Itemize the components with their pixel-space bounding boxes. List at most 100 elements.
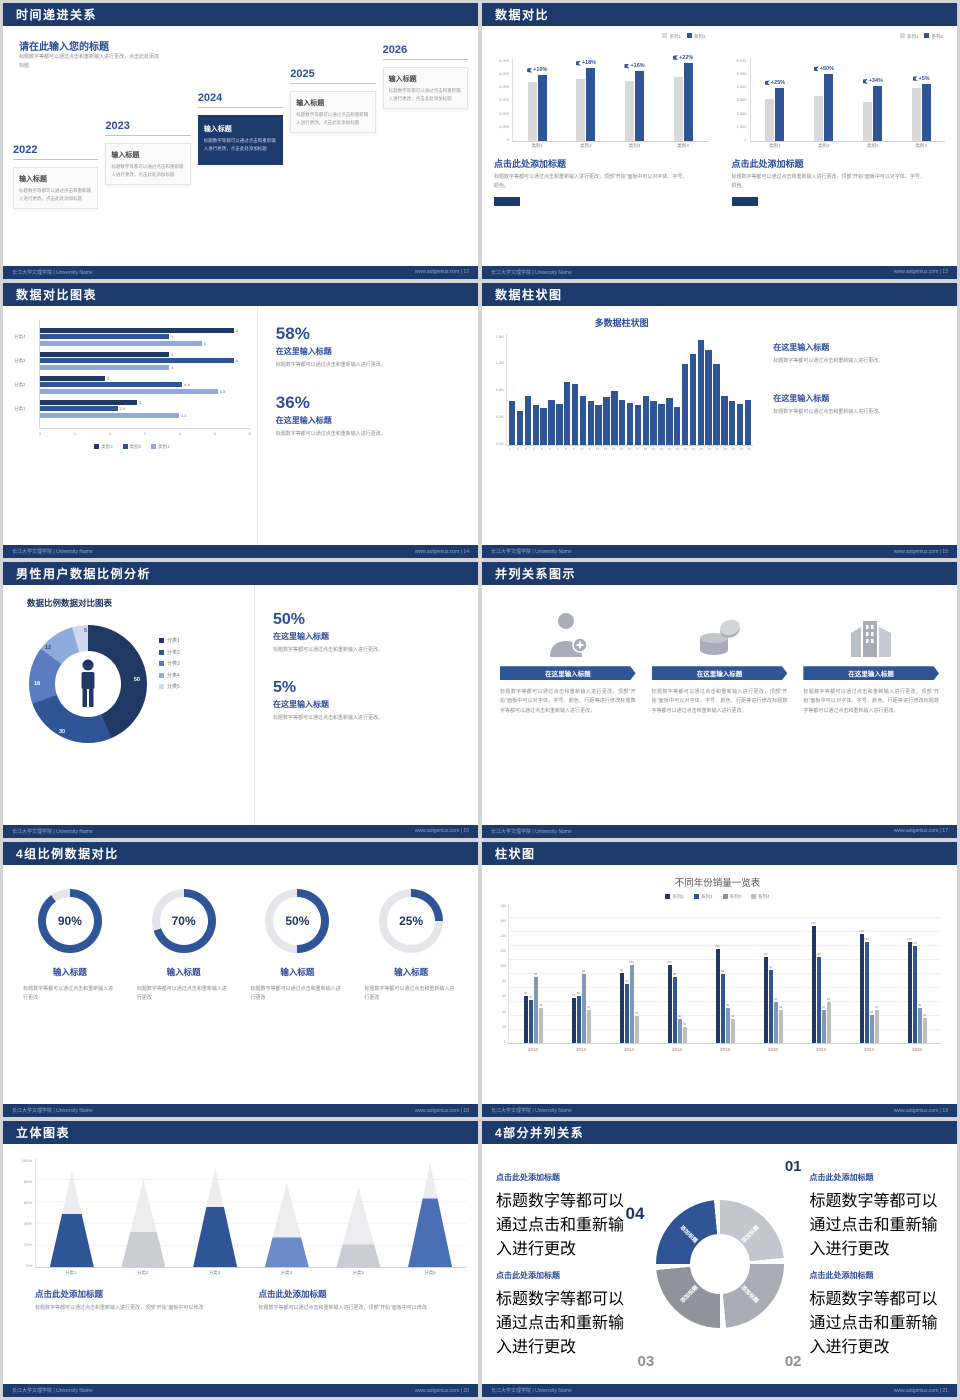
year-label: 2018 — [719, 1046, 731, 1052]
value-label: 42 — [821, 1005, 826, 1010]
text-blocks: 点击此处添加标题 标题数字等都可以通过点击和重新输入进行更改，顶部“开始”面板中… — [15, 1276, 466, 1313]
box-title: 输入标题 — [296, 100, 325, 107]
slide-13-data-comparison[interactable]: 数据对比 系列1 系列2 6,000 5,000 4,000 3,000 2,000 1,0… — [482, 3, 957, 279]
y-tick: 0% — [26, 1263, 32, 1269]
value-label: 2.4 — [119, 406, 126, 412]
bar: 100 — [667, 960, 672, 1043]
x-tick: 30 — [739, 446, 743, 451]
value-label: 55 — [528, 995, 533, 1000]
segment-label: 添加标题 — [679, 1284, 700, 1305]
slide-21-four-part-circle[interactable]: 4部分并列关系 点击此处添加标题 标题数字等都可以通过点击和重新输入进行更改 点… — [482, 1121, 957, 1397]
percent-label: +34% — [862, 78, 883, 84]
y-tick: 100 — [500, 964, 506, 969]
parallel-item: 在这里输入标题 标题数字等都可以通过点击和重新输入进行更改，顶部“开始”面板中可… — [651, 605, 788, 716]
chart-title: 不同年份销量一览表 — [674, 877, 761, 889]
bar — [564, 381, 571, 445]
y-axis-labels: 100% 80% 60% 40% 20% 0% — [15, 1158, 35, 1268]
bars — [765, 87, 785, 141]
x-tick: 27 — [715, 446, 719, 451]
legend-swatch — [665, 894, 671, 900]
y-axis-labels: 1.6K 1.2K 0.8K 0.4K 0.0K — [490, 334, 506, 446]
x-tick: 14 — [611, 446, 616, 451]
slide-title: 数据对比图表 — [16, 287, 98, 302]
footer-site-page: www.aotgenius.com | 16 — [414, 828, 469, 835]
slide-18-ratio-rings[interactable]: 4组比例数据对比 90% 输入标题 标题数字等都可以通过点击和重新输入进行更改 … — [3, 841, 478, 1118]
slide-body: 点击此处添加标题 标题数字等都可以通过点击和重新输入进行更改 点击此处添加标题 … — [482, 1144, 957, 1384]
value-label: 3 — [138, 399, 142, 405]
value-label: 88 — [720, 969, 725, 974]
bar: 53 — [826, 997, 831, 1043]
bar — [40, 406, 118, 412]
item-body: 标题数字等都可以通过点击和重新输入进行更改，顶部“开始”面板中可以对字体、字号、… — [651, 689, 788, 714]
category-label: 分类3 — [14, 357, 26, 363]
number-02: 02 — [784, 1353, 802, 1370]
y-tick: 5,000 — [736, 71, 747, 77]
slide-body: 多数据柱状图 1.6K 1.2K 0.8K 0.4K 0.0K 1 2 3 4 5 6 7 8 9 10 1… — [482, 306, 957, 546]
stat-percent: 5% — [272, 678, 297, 696]
footer-site-page: www.aotgenius.com | 14 — [414, 548, 469, 555]
bar: 52 — [773, 997, 778, 1043]
stat-body: 标题数字等都可以通过点击和重新输入进行更改。 — [773, 409, 884, 416]
bar — [587, 401, 594, 445]
male-person-icon — [81, 659, 95, 708]
x-tick: 16 — [627, 446, 632, 451]
bar: 20 — [682, 1022, 687, 1043]
bars — [625, 71, 645, 141]
stat-percent: 50% — [272, 611, 305, 629]
bar-group: 分类3 4 6 4 — [14, 351, 251, 370]
bar — [532, 405, 539, 445]
ring-hole — [159, 896, 208, 945]
bar-group: +18% 类别2 — [575, 58, 596, 148]
bar-row: 6 — [40, 327, 251, 333]
footer-site-page: www.aotgenius.com | 12 — [414, 269, 469, 276]
footer-university: 长江大学文理学院 | University Name — [491, 828, 572, 835]
value-label: 36 — [869, 1009, 874, 1014]
segment-label: 添加标题 — [677, 1224, 698, 1245]
stat-block: 58% 在这里输入标题 标题数字等都可以通过点击和重新输入进行更改。 — [276, 324, 466, 370]
y-tick: 4,000 — [498, 84, 509, 90]
value-label: 100 — [666, 960, 673, 965]
slide-20-cone-chart[interactable]: 立体图表 100% 80% 60% 40% 20% 0% 分类1 分类2 分类3 分类4 分类5 分… — [3, 1121, 478, 1397]
slide-17-parallel-items[interactable]: 并列关系图示 在这里输入标题 标题数字等都可以通过点击和重新输入进行更改，顶部“… — [482, 562, 957, 838]
nurse-icon — [548, 605, 588, 658]
slide-footer: 长江大学文理学院 | University Name www.aotgenius.… — [3, 824, 478, 838]
stat-block: 在这里输入标题 标题数字等都可以通过点击和重新输入进行更改。 — [773, 342, 943, 366]
bar-row: 2.4 — [40, 406, 251, 412]
slide-19-grouped-bars[interactable]: 柱状图 不同年份销量一览表 系列1 系列2 系列3 系列4 180 160 140 120 1… — [482, 841, 957, 1118]
x-tick: 5 — [213, 430, 216, 436]
bar — [40, 399, 137, 405]
legend-swatch — [94, 444, 100, 450]
y-tick: 20 — [502, 1024, 506, 1029]
flag-icon — [862, 78, 868, 84]
category-label: 类别4 — [915, 143, 927, 148]
chart-title: 多数据柱状图 — [594, 317, 649, 328]
value-label: 52 — [773, 997, 778, 1002]
footer-university: 长江大学文理学院 | University Name — [12, 1108, 93, 1115]
slide-title: 男性用户数据比例分析 — [16, 567, 152, 582]
legend-swatch — [662, 33, 668, 38]
x-tick: 4 — [533, 446, 535, 451]
y-tick: 20% — [23, 1242, 32, 1248]
slide-16-donut-analysis[interactable]: 男性用户数据比例分析 数据比例数据对比图表 50 30 18 12 5 — [3, 562, 478, 838]
stat-body: 标题数字等都可以通过点击和重新输入进行更改。 — [275, 361, 386, 368]
bar-series1 — [814, 96, 824, 141]
slide-14-hbar-chart[interactable]: 数据对比图表 分类4 6 4 5 分类3 4 6 4 分类2 2 4.4 5.5 分类1 3 2.4 4.3 … — [3, 282, 478, 559]
y-tick: 5,000 — [498, 71, 509, 77]
segment-value: 30 — [59, 729, 66, 736]
x-tick: 9 — [572, 446, 575, 451]
bar: 60 — [576, 991, 581, 1043]
ring-hole — [387, 896, 436, 945]
legend-swatch — [151, 444, 157, 450]
slide-12-timeline[interactable]: 时间递进关系 请在此输入您的标题 标题数字等都可以通过点击和重新输入进行更改，点… — [3, 3, 478, 279]
progress-ring: 90% — [37, 888, 102, 953]
slide-header: 柱状图 — [482, 841, 957, 865]
value-label: 2 — [106, 375, 109, 381]
category-label: 类别2 — [580, 143, 592, 148]
chart-panel-left: 系列1 系列2 6,000 5,000 4,000 3,000 2,000 1,000 0 +1… — [482, 26, 720, 266]
value-label: 53 — [826, 996, 831, 1001]
chart-heading: 数据比例数据对比图表 — [27, 598, 113, 609]
legend-item: 系列2 — [693, 894, 713, 900]
timeline: 2022 输入标题 标题数字等都可以通过点击和重新输入进行更改，点击此处添加标题 … — [13, 32, 469, 260]
y-tick: 60% — [23, 1200, 32, 1206]
